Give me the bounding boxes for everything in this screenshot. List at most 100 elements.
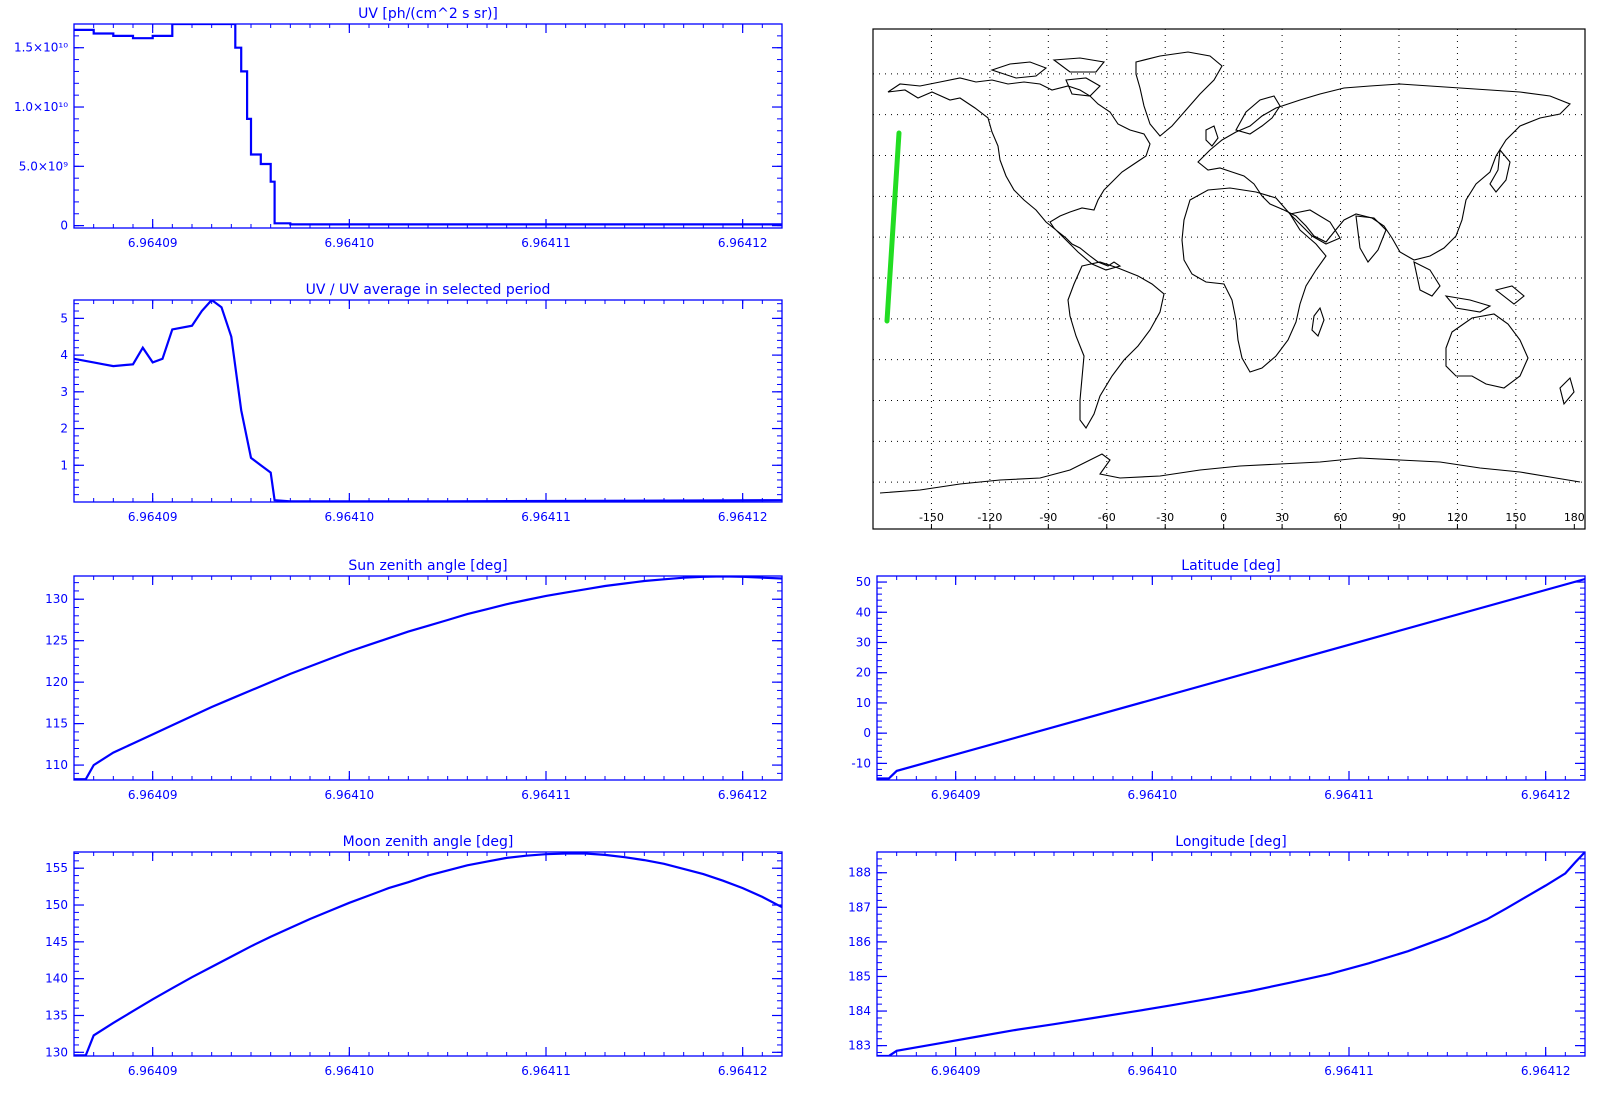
x-tick-label: 6.96409 (931, 1064, 981, 1078)
x-tick-label: 6.96411 (1324, 788, 1374, 802)
coast-south-america (1067, 261, 1165, 429)
uv-plot: UV [ph/(cm^2 s sr)] 6.96409 6.96410 6.96411… (14, 6, 783, 250)
plot-frame (876, 851, 1586, 1057)
y-tick-label: 20 (856, 666, 871, 680)
x-tick-label: 6.96412 (718, 510, 768, 524)
plot-title: Latitude [deg] (1181, 558, 1280, 574)
x-tick-label: 6.96412 (718, 236, 768, 250)
y-tick-label: 140 (45, 972, 68, 986)
coast-japan (1489, 148, 1511, 193)
map-longitude-ticks: -150 -120 -90 -60 -30 0 30 60 90 120 150 180 (919, 511, 1585, 529)
x-tick-label: 6.96411 (521, 510, 571, 524)
map-x-tick-label: 0 (1220, 511, 1227, 524)
map-x-tick-label: -150 (919, 511, 944, 524)
x-tick-label: 6.96410 (325, 510, 375, 524)
latitude-plot: Latitude [deg] 6.96409 6.96410 6.96411 6.964… (851, 558, 1586, 802)
plot-title: Longitude [deg] (1175, 834, 1286, 850)
map-x-tick-label: -90 (1039, 511, 1057, 524)
y-tick-label: 0 (863, 726, 871, 740)
coast-antarctica (879, 453, 1581, 494)
x-tick-label: 6.96410 (325, 1064, 375, 1078)
y-tick-label: 130 (45, 592, 68, 606)
coast-arctic-islands (990, 57, 1106, 97)
y-tick-label: 110 (45, 758, 68, 772)
map-x-tick-label: 150 (1505, 511, 1526, 524)
y-tick-label: 5 (60, 311, 68, 325)
map-x-tick-label: 30 (1275, 511, 1289, 524)
x-tick-label: 6.96409 (128, 236, 178, 250)
y-tick-label: 145 (45, 935, 68, 949)
coast-arabia-india (1288, 209, 1387, 263)
series-line (74, 24, 782, 226)
x-tick-label: 6.96410 (1128, 788, 1178, 802)
x-tick-label: 6.96412 (718, 788, 768, 802)
x-tick-label: 6.96410 (325, 788, 375, 802)
moon-zenith-plot: Moon zenith angle [deg] 6.96409 6.96410 6.9… (45, 834, 783, 1078)
y-tick-label: 135 (45, 1008, 68, 1022)
y-tick-label: 187 (848, 900, 871, 914)
x-tick-label: 6.96409 (128, 788, 178, 802)
coast-british-isles (1205, 125, 1219, 147)
series-line (74, 576, 782, 780)
y-tick-label: 4 (60, 348, 68, 362)
y-tick-label: 125 (45, 634, 68, 648)
coast-scandinavia (1235, 95, 1281, 135)
plot-frame (73, 299, 783, 503)
x-tick-label: 6.96410 (325, 236, 375, 250)
map-x-tick-label: 120 (1447, 511, 1468, 524)
y-tick-label: 184 (848, 1004, 871, 1018)
map-x-tick-label: -30 (1156, 511, 1174, 524)
coast-new-zealand (1559, 376, 1575, 406)
x-tick-label: 6.96409 (128, 1064, 178, 1078)
longitude-plot: Longitude [deg] 6.96409 6.96410 6.96411 6.96… (848, 834, 1586, 1078)
y-tick-label: 155 (45, 861, 68, 875)
series-line (877, 577, 1585, 780)
y-tick-label: 3 (60, 385, 68, 399)
y-tick-label: 1 (60, 458, 68, 472)
uv-ratio-plot: UV / UV average in selected period 6.9640… (60, 282, 783, 524)
coast-australia (1445, 313, 1529, 389)
y-tick-label: 183 (848, 1039, 871, 1053)
y-tick-label: 5.0×10⁹ (19, 159, 68, 173)
y-tick-label: 50 (856, 575, 871, 589)
sun-zenith-plot: Sun zenith angle [deg] 6.96409 6.96410 6.96… (45, 558, 783, 802)
series-line (74, 300, 782, 502)
y-tick-label: 1.5×10¹⁰ (14, 41, 68, 55)
y-tick-label: 115 (45, 717, 68, 731)
map-x-tick-label: 90 (1392, 511, 1406, 524)
coast-africa (1181, 187, 1327, 373)
x-tick-label: 6.96411 (521, 236, 571, 250)
series-line (877, 852, 1585, 1056)
world-map: -150 -120 -90 -60 -30 0 30 60 90 120 150 180 (872, 28, 1586, 530)
x-tick-label: 6.96412 (1521, 788, 1571, 802)
map-frame (872, 28, 1586, 530)
map-x-tick-label: -120 (977, 511, 1002, 524)
plot-frame (73, 851, 783, 1057)
plot-title: Moon zenith angle [deg] (343, 834, 514, 850)
coast-se-asia (1413, 260, 1525, 313)
map-x-tick-label: 180 (1564, 511, 1585, 524)
y-tick-label: 0 (60, 219, 68, 233)
plot-frame (73, 575, 783, 781)
y-tick-label: 30 (856, 635, 871, 649)
coastlines (879, 51, 1581, 494)
map-gridlines (873, 29, 1585, 529)
x-tick-label: 6.96411 (521, 788, 571, 802)
y-tick-label: 185 (848, 969, 871, 983)
x-tick-label: 6.96412 (718, 1064, 768, 1078)
y-tick-label: 2 (60, 422, 68, 436)
plot-title: UV [ph/(cm^2 s sr)] (358, 6, 498, 22)
y-tick-label: 188 (848, 866, 871, 880)
x-tick-label: 6.96409 (128, 510, 178, 524)
plot-frame (73, 23, 783, 229)
map-x-tick-label: 60 (1334, 511, 1348, 524)
y-tick-label: 120 (45, 675, 68, 689)
y-tick-label: 1.0×10¹⁰ (14, 100, 68, 114)
x-tick-label: 6.96411 (521, 1064, 571, 1078)
plot-title: Sun zenith angle [deg] (348, 558, 507, 574)
y-tick-label: 10 (856, 696, 871, 710)
y-tick-label: 130 (45, 1045, 68, 1059)
series-line (74, 852, 782, 1056)
x-tick-label: 6.96410 (1128, 1064, 1178, 1078)
